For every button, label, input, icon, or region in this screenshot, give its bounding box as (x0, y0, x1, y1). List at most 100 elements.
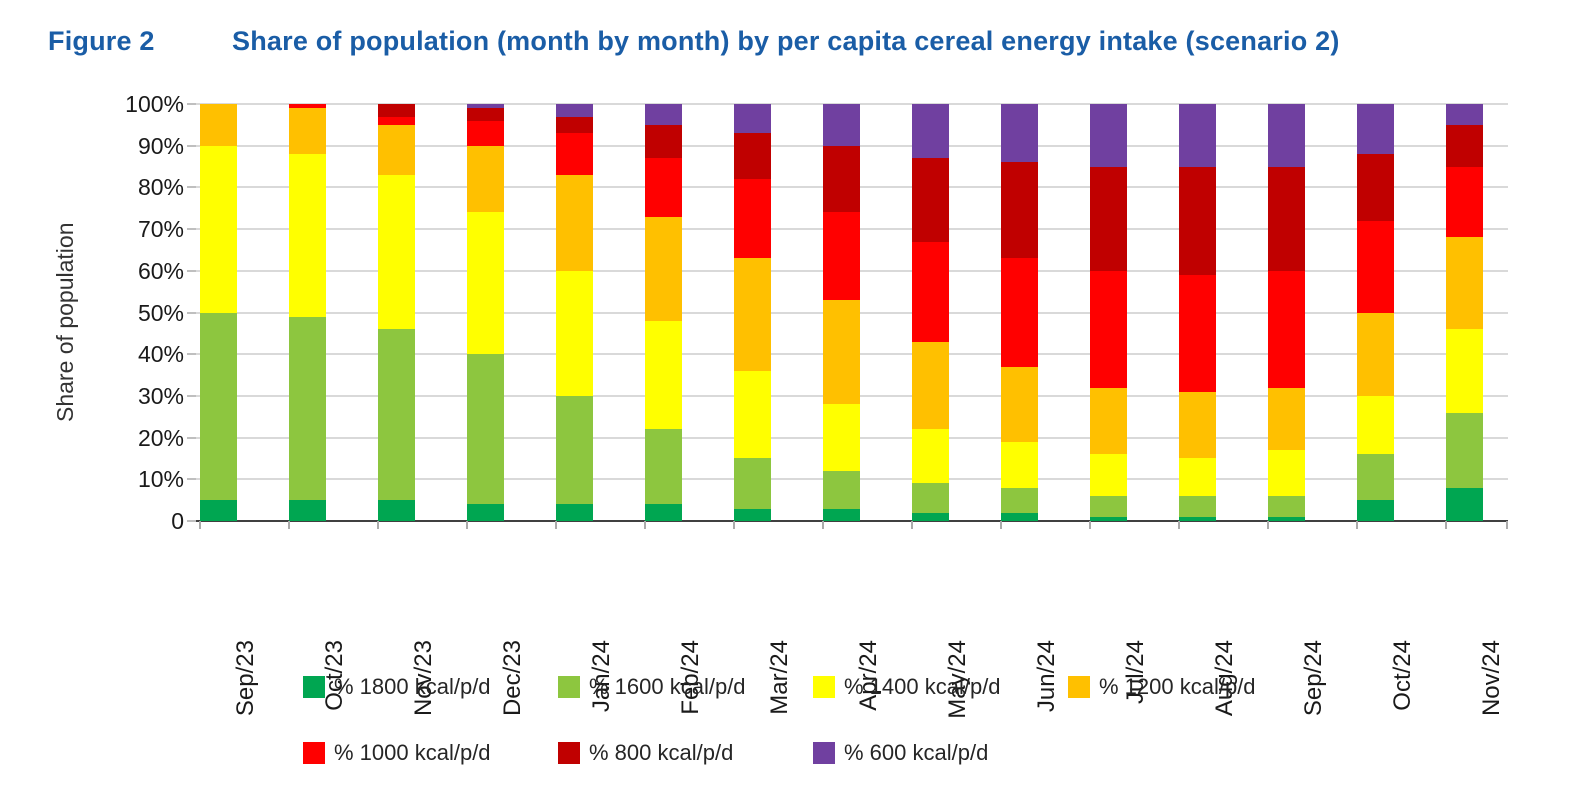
y-tick-mark (187, 228, 196, 231)
bar-segment (378, 116, 415, 125)
y-tick-label-100: 100% (125, 91, 184, 117)
figure-number: Figure 2 (48, 26, 155, 56)
bar-segment (378, 174, 415, 330)
y-tick-mark (187, 353, 196, 356)
y-tick-mark (187, 311, 196, 314)
bar-segment (1001, 487, 1038, 513)
bar-segment (1001, 512, 1038, 521)
y-axis-title: Share of population (52, 222, 78, 423)
y-tick-mark (187, 394, 196, 397)
legend-swatch-icon (558, 676, 580, 698)
bar-segment (1268, 516, 1305, 521)
y-tick-label-70: 70% (137, 216, 184, 243)
bar-segment (645, 504, 682, 521)
bar-segment (1179, 458, 1216, 496)
bar-segment (1268, 270, 1305, 388)
legend-item: % 600 kcal/p/d (813, 740, 1068, 766)
bar-segment (556, 504, 593, 521)
y-tick-mark (187, 144, 196, 147)
bar-segment (912, 104, 949, 159)
bar-segment (823, 104, 860, 146)
x-tick-mark (1000, 521, 1002, 529)
bar-segment (823, 212, 860, 300)
bar-segment (912, 483, 949, 513)
legend-row-1: % 1800 kcal/p/d % 1600 kcal/p/d % 1400 kca… (303, 674, 1323, 700)
legend-label: % 1200 kcal/p/d (1099, 674, 1256, 699)
bar-segment (912, 341, 949, 430)
chart-plot-area: 0 10% 20% 30% 40% 50% 60% 70% 80% 90% 100% Sep/23 Oc… (125, 91, 1508, 719)
bar-segment (1179, 496, 1216, 517)
bar-segment (1001, 104, 1038, 163)
bar-segment (289, 154, 326, 317)
bar-segment (823, 470, 860, 509)
bar-segment (467, 504, 504, 521)
bar-segment (378, 104, 415, 117)
legend-label: % 1600 kcal/p/d (589, 674, 746, 699)
bar-segment (645, 216, 682, 321)
bar-segment (1090, 454, 1127, 496)
gridline-100 (196, 103, 1508, 105)
bar-segment (467, 104, 504, 109)
bar-segment (1090, 166, 1127, 271)
x-tick-mark (644, 521, 646, 529)
bar-segment (556, 116, 593, 134)
bar-segment (1357, 500, 1394, 521)
bar-segment (1268, 450, 1305, 496)
bar-segment (1268, 166, 1305, 271)
legend-label: % 1800 kcal/p/d (334, 674, 491, 699)
bar-segment (1179, 516, 1216, 521)
legend-item: % 1600 kcal/p/d (558, 674, 813, 700)
bar-segment (645, 104, 682, 125)
bar-segment (1001, 441, 1038, 488)
bar-segment (1001, 162, 1038, 259)
x-axis-line (196, 520, 1508, 522)
bar-segment (1357, 220, 1394, 313)
bar-segment (1357, 312, 1394, 396)
y-tick-label-0: 0 (171, 508, 184, 534)
x-tick-mark (555, 521, 557, 529)
bar-segment (200, 500, 237, 521)
bar-segment (1179, 104, 1216, 167)
x-tick-mark (1445, 521, 1447, 529)
x-tick-mark (1178, 521, 1180, 529)
x-tick-label: Oct/24 (1388, 640, 1416, 711)
bar-segment (200, 312, 237, 501)
bar-segment (1357, 154, 1394, 221)
bar-segment (823, 508, 860, 521)
legend-item: % 1800 kcal/p/d (303, 674, 558, 700)
bar-segment (556, 395, 593, 505)
bar-segment (1446, 329, 1483, 413)
y-tick-label-90: 90% (137, 132, 184, 159)
bar-segment (1001, 258, 1038, 367)
legend-item: % 1400 kcal/p/d (813, 674, 1068, 700)
bar-segment (823, 145, 860, 213)
bar-segment (1268, 496, 1305, 517)
bar-segment (1179, 391, 1216, 459)
bar-segment (1001, 366, 1038, 442)
bar-segment (1090, 270, 1127, 388)
bar-segment (1357, 104, 1394, 155)
y-tick-label-20: 20% (137, 424, 184, 451)
bar-segment (467, 108, 504, 121)
x-tick-mark (199, 521, 201, 529)
legend-label: % 800 kcal/p/d (589, 740, 734, 765)
bar-segment (289, 316, 326, 501)
bar-segment (1446, 104, 1483, 125)
legend-item: % 800 kcal/p/d (558, 740, 813, 766)
y-tick-label-60: 60% (137, 257, 184, 284)
y-tick-mark (187, 520, 196, 522)
bar-segment (912, 241, 949, 342)
y-tick-label-80: 80% (137, 174, 184, 201)
y-tick-label-10: 10% (137, 466, 184, 493)
x-tick-mark (1089, 521, 1091, 529)
bar-segment (1090, 104, 1127, 167)
bar-segment (556, 174, 593, 271)
bar-segment (556, 133, 593, 175)
bar-segment (1268, 387, 1305, 451)
legend-row-2: % 1000 kcal/p/d % 800 kcal/p/d % 600 kcal/… (303, 740, 1068, 766)
legend-swatch-icon (813, 676, 835, 698)
bar-segment (645, 429, 682, 505)
legend-label: % 1000 kcal/p/d (334, 740, 491, 765)
bar-segment (823, 300, 860, 405)
figure-title: Share of population (month by month) by … (232, 26, 1340, 56)
